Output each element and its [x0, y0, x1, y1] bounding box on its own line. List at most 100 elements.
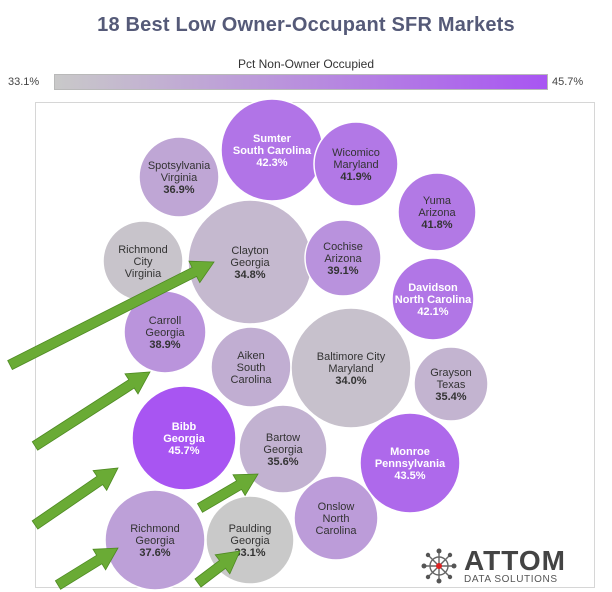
bubble-name-label: Bartow — [266, 432, 300, 444]
bubble-name-label: Cochise — [323, 241, 363, 253]
bubble-name-label: Yuma — [423, 195, 452, 207]
bubble-value-label: 41.9% — [340, 171, 371, 183]
bubble-name-label: Richmond — [130, 523, 180, 535]
bubble-name-label: Monroe — [390, 446, 430, 458]
bubble-value-label: 41.8% — [421, 219, 452, 231]
bubble-value-label: 36.9% — [163, 184, 194, 196]
bubble-name-label: Grayson — [430, 367, 472, 379]
bubble-name-label: Arizona — [324, 253, 362, 265]
bubble-name-label: Georgia — [163, 433, 205, 445]
bubble-name-label: Carolina — [231, 374, 273, 386]
attom-logo-subtitle: DATA SOLUTIONS — [464, 574, 558, 585]
bubble-name-label: Aiken — [237, 350, 265, 362]
bubble-name-label: Georgia — [230, 535, 270, 547]
chart-title: 18 Best Low Owner-Occupant SFR Markets — [97, 14, 515, 36]
highlight-arrow-3 — [31, 467, 119, 530]
bubble-name-label: Carolina — [316, 525, 358, 537]
highlight-arrow-1 — [7, 260, 215, 371]
bubble-value-label: 39.1% — [327, 265, 358, 277]
bubble-name-label: Baltimore City — [317, 351, 386, 363]
bubble-name-label: Pennsylvania — [375, 458, 446, 470]
bubble-value-label: 37.6% — [139, 547, 170, 559]
highlight-arrow-5 — [54, 547, 119, 590]
bubble-circle[interactable] — [391, 257, 475, 341]
bubble-name-label: Richmond — [118, 244, 168, 256]
bubble-value-label: 35.6% — [267, 456, 298, 468]
legend-min-label: 33.1% — [8, 76, 40, 88]
bubble-value-label: 38.9% — [149, 339, 180, 351]
bubble-name-label: North — [323, 513, 350, 525]
plot-area — [35, 102, 595, 588]
bubble-name-label: Onslow — [318, 501, 355, 513]
bubble-value-label: 35.4% — [435, 391, 466, 403]
bubble-circle[interactable] — [104, 489, 206, 591]
bubble-name-label: Wicomico — [332, 147, 380, 159]
attom-logo-wordmark: ATTOM — [464, 545, 566, 576]
bubble-name-label: Bibb — [172, 421, 197, 433]
bubble-value-label: 34.0% — [335, 375, 366, 387]
bubble-name-label: South — [237, 362, 266, 374]
bubble-name-label: City — [134, 256, 153, 268]
bubble-value-label: 45.7% — [168, 445, 199, 457]
bubble-name-label: Georgia — [230, 257, 270, 269]
bubble-name-label: Spotsylvania — [148, 160, 211, 172]
bubble-circle[interactable] — [413, 346, 489, 422]
color-legend-bar — [54, 74, 548, 90]
bubble-name-label: Georgia — [135, 535, 175, 547]
bubble-name-label: Virginia — [161, 172, 198, 184]
bubble-value-label: 33.1% — [234, 547, 265, 559]
legend-max-label: 45.7% — [552, 76, 584, 88]
bubble-circle[interactable] — [293, 475, 379, 561]
bubble-name-label: Davidson — [408, 282, 458, 294]
highlight-arrow-4 — [196, 473, 259, 513]
bubble-name-label: Clayton — [231, 245, 268, 257]
bubble-value-label: 43.5% — [394, 470, 425, 482]
attom-logo: ATTOM DATA SOLUTIONS — [420, 545, 580, 585]
bubble-circle[interactable] — [131, 385, 237, 491]
bubble-name-label: Arizona — [418, 207, 456, 219]
bubble-name-label: South Carolina — [233, 145, 312, 157]
bubble-value-label: 42.3% — [256, 157, 287, 169]
bubble-name-label: Maryland — [328, 363, 373, 375]
highlight-arrow-6 — [194, 550, 241, 588]
bubble-name-label: Georgia — [263, 444, 303, 456]
bubble-name-label: Virginia — [125, 268, 162, 280]
bubble-circle[interactable] — [313, 121, 399, 207]
bubble-value-label: 42.1% — [417, 306, 448, 318]
bubble-name-label: Sumter — [253, 133, 292, 145]
bubble-name-label: Paulding — [229, 523, 272, 535]
legend-title: Pct Non-Owner Occupied — [237, 57, 375, 71]
attom-logo-icon — [421, 548, 457, 584]
bubble-name-label: Carroll — [149, 315, 181, 327]
bubble-circle[interactable] — [138, 136, 220, 218]
highlight-arrow-2 — [31, 371, 151, 451]
bubble-circle[interactable] — [359, 412, 461, 514]
bubble-name-label: Georgia — [145, 327, 185, 339]
bubble-name-label: Texas — [437, 379, 466, 391]
bubble-circle[interactable] — [238, 404, 328, 494]
bubble-circle[interactable] — [397, 172, 477, 252]
bubble-name-label: North Carolina — [395, 294, 472, 306]
bubble-value-label: 34.8% — [234, 269, 265, 281]
bubble-circle[interactable] — [304, 219, 382, 297]
bubble-name-label: Maryland — [333, 159, 378, 171]
bubble-circle[interactable] — [290, 307, 412, 429]
